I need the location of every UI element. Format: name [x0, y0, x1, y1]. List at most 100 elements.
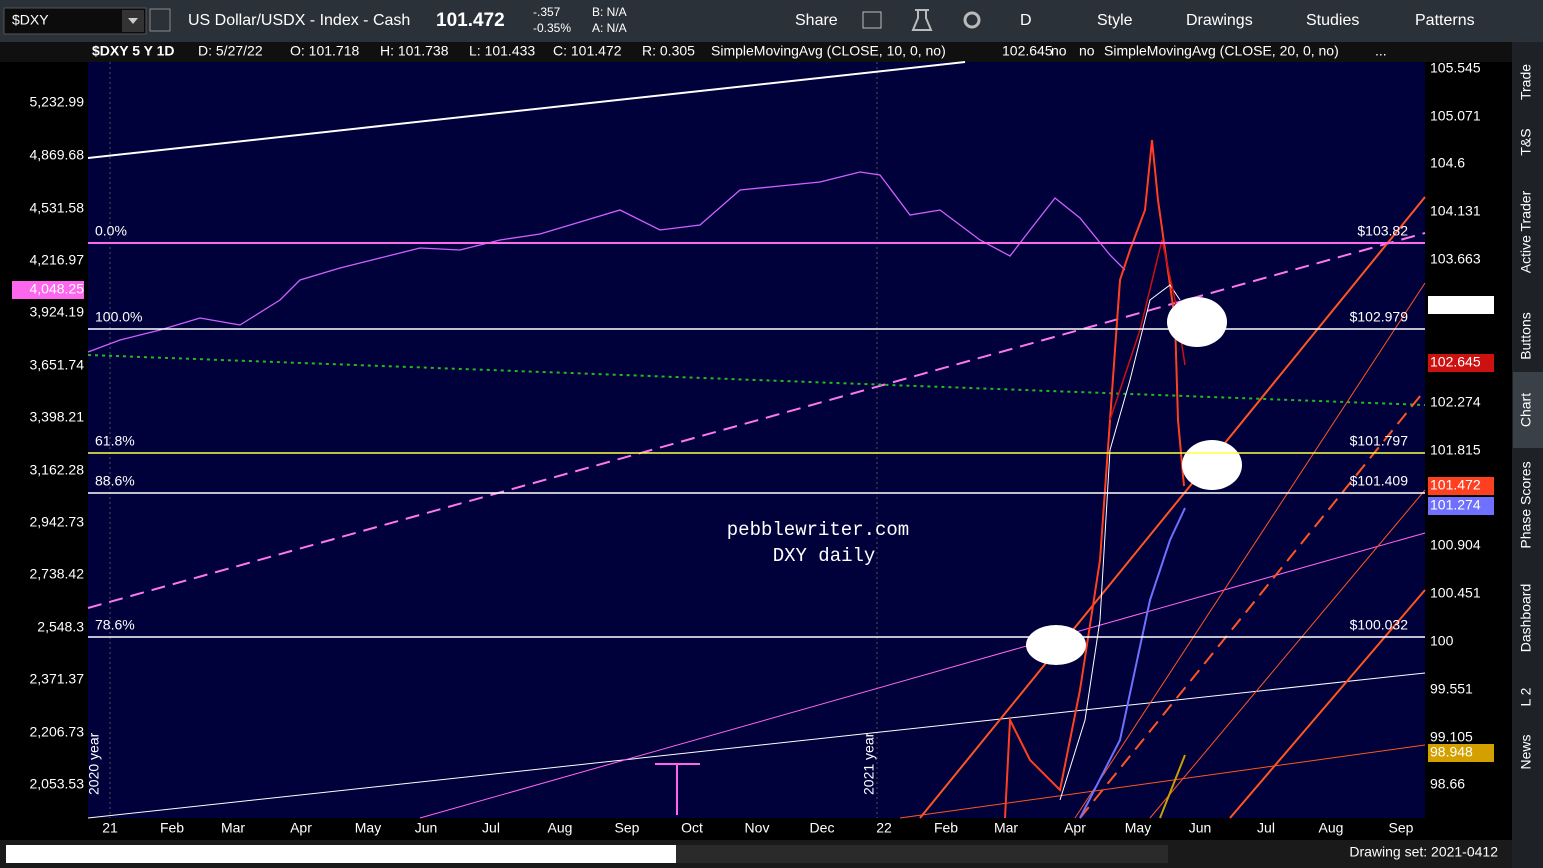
- price-badge: [1428, 296, 1494, 314]
- info-date: D: 5/27/22: [198, 43, 263, 59]
- level-right-label: $101.409: [1350, 473, 1409, 489]
- plot-area: [88, 62, 1425, 818]
- level-left-label: 88.6%: [95, 473, 135, 489]
- x-tick-label: Jun: [415, 820, 438, 836]
- toolbar-button[interactable]: Patterns: [1415, 12, 1475, 29]
- left-tick-label: 2,371.37: [30, 671, 85, 687]
- toolbar-button[interactable]: D: [1020, 12, 1032, 29]
- right-tick-label: 105.545: [1430, 60, 1481, 76]
- left-tick-label: 5,232.99: [30, 94, 85, 110]
- left-tick-label: 2,206.73: [30, 724, 85, 740]
- x-tick-label: Aug: [548, 820, 573, 836]
- side-tab[interactable]: L 2: [1518, 687, 1534, 706]
- level-left-label: 61.8%: [95, 433, 135, 449]
- link-icon[interactable]: [149, 8, 171, 32]
- last-price: 101.472: [436, 10, 505, 31]
- channel-line: [1229, 589, 1426, 819]
- x-tick-label: May: [355, 820, 381, 836]
- icon-button[interactable]: [862, 11, 882, 29]
- highlight-circle: [1182, 440, 1242, 490]
- right-tick-label: 101.274: [1430, 497, 1481, 513]
- right-tick-label: 101.815: [1430, 442, 1481, 458]
- right-axis: [1425, 62, 1512, 818]
- x-tick-label: Sep: [1389, 820, 1414, 836]
- symbol: $DXY: [12, 12, 49, 28]
- info-study2: SimpleMovingAvg (CLOSE, 20, 0, no): [1104, 43, 1339, 59]
- left-tick-label: 2,738.42: [30, 566, 85, 582]
- left-tick-label: 2,942.73: [30, 514, 85, 530]
- info-high: H: 101.738: [380, 43, 449, 59]
- toolbar-button[interactable]: Studies: [1306, 12, 1359, 29]
- side-tab[interactable]: Active Trader: [1518, 190, 1534, 273]
- side-tab[interactable]: News: [1518, 734, 1534, 769]
- flask-button[interactable]: [911, 9, 933, 31]
- side-tab[interactable]: Trade: [1518, 64, 1534, 100]
- right-tick-label: 100.451: [1430, 585, 1481, 601]
- toolbar: [0, 0, 1543, 42]
- channel-line: [919, 196, 1426, 819]
- right-tick-label: 103.663: [1430, 251, 1481, 267]
- level-right-label: $100.032: [1350, 617, 1409, 633]
- left-tick-label: 2,053.53: [30, 776, 85, 792]
- right-tick-label: 98.66: [1430, 776, 1465, 792]
- right-tick-label: 102.274: [1430, 394, 1481, 410]
- trendline: [87, 232, 1426, 609]
- info-symbol: $DXY 5 Y 1D: [92, 43, 175, 59]
- info-open: O: 101.718: [290, 43, 359, 59]
- current-index-box: [12, 281, 84, 299]
- highlight-circle: [1167, 297, 1227, 347]
- left-tick-label: 3,162.28: [30, 462, 85, 478]
- level-right-label: $103.82: [1357, 223, 1408, 239]
- annotation: DXY daily: [773, 545, 876, 567]
- right-tick-label: 98.948: [1430, 744, 1473, 760]
- side-tab[interactable]: Phase Scores: [1518, 461, 1534, 548]
- trendline: [87, 61, 966, 159]
- left-axis: [0, 62, 88, 818]
- x-tick-label: May: [1125, 820, 1151, 836]
- left-tick-label: 4,216.97: [30, 252, 85, 268]
- info-flag1: no: [1051, 43, 1067, 59]
- x-tick-label: Mar: [994, 820, 1018, 836]
- x-tick-label: Oct: [681, 820, 703, 836]
- side-tab[interactable]: Buttons: [1518, 312, 1534, 359]
- toolbar-button[interactable]: Style: [1097, 12, 1133, 29]
- moving-average: [1079, 507, 1186, 819]
- moving-average: [1059, 284, 1181, 801]
- highlight-circle: [1026, 625, 1086, 665]
- x-tick-label: Jul: [482, 820, 500, 836]
- left-tick-label: 4,048.25: [30, 281, 85, 297]
- left-tick-label: 3,924.19: [30, 304, 85, 320]
- right-tick-label: 104.131: [1430, 203, 1481, 219]
- left-tick-label: 4,869.68: [30, 147, 85, 163]
- x-tick-label: Feb: [160, 820, 184, 836]
- left-tick-label: 3,398.21: [30, 409, 85, 425]
- left-tick-label: 3,651.74: [30, 357, 85, 373]
- side-tab[interactable]: Chart: [1518, 393, 1534, 427]
- x-tick-label: 22: [876, 820, 892, 836]
- channel-line: [1149, 489, 1426, 819]
- year-watermark: 2021 year: [861, 732, 877, 795]
- info-low: L: 101.433: [469, 43, 535, 59]
- info-study1: SimpleMovingAvg (CLOSE, 10, 0, no): [711, 43, 946, 59]
- right-tick-label: 104.6: [1430, 155, 1465, 171]
- side-panel: [1512, 42, 1543, 868]
- x-tick-label: Nov: [745, 820, 770, 836]
- change-pct: -0.35%: [533, 21, 571, 35]
- side-tab[interactable]: T&S: [1518, 128, 1534, 155]
- level-left-label: 100.0%: [95, 309, 142, 325]
- x-tick-label: Apr: [290, 820, 312, 836]
- price-badge: [1428, 744, 1494, 762]
- x-tick-label: Jun: [1189, 820, 1212, 836]
- info-more: ...: [1375, 43, 1387, 59]
- info-range: R: 0.305: [642, 43, 695, 59]
- active-tab: [1513, 372, 1543, 448]
- right-tick-label: 101.472: [1430, 477, 1481, 493]
- side-tab[interactable]: Dashboard: [1518, 584, 1534, 653]
- toolbar-button[interactable]: Share: [795, 12, 838, 29]
- x-axis: [0, 818, 1512, 840]
- settings-button[interactable]: [963, 11, 981, 29]
- change: -.357: [533, 5, 561, 19]
- scrollbar-thumb[interactable]: [676, 845, 1168, 863]
- toolbar-button[interactable]: Drawings: [1186, 12, 1253, 29]
